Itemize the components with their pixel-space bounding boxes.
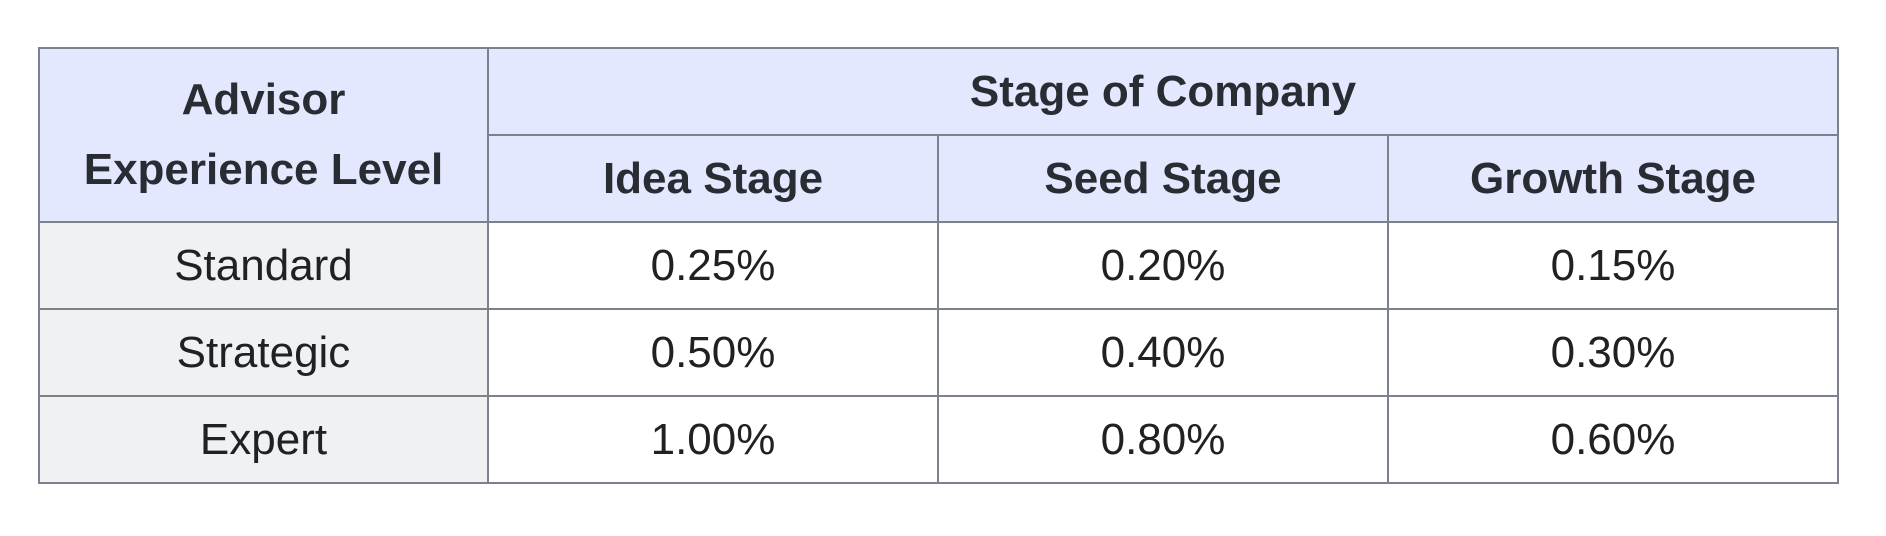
corner-header: Advisor Experience Level [38,47,489,223]
row-header-expert: Expert [38,395,489,484]
table-row: Strategic 0.50% 0.40% 0.30% [38,308,1839,397]
column-header-growth-stage: Growth Stage [1387,134,1839,223]
table-cell: 0.20% [937,221,1389,310]
table-cell: 1.00% [487,395,939,484]
table-cell: 0.40% [937,308,1389,397]
table-row: Expert 1.00% 0.80% 0.60% [38,395,1839,484]
row-header-strategic: Strategic [38,308,489,397]
table-cell: 0.60% [1387,395,1839,484]
row-header-standard: Standard [38,221,489,310]
header-row-1: Advisor Experience Level Stage of Compan… [38,47,1839,223]
table-row: Standard 0.25% 0.20% 0.15% [38,221,1839,310]
header-row-2: Idea Stage Seed Stage Growth Stage [39,134,1839,223]
table-cell: 0.25% [487,221,939,310]
column-header-seed-stage: Seed Stage [937,134,1389,223]
corner-header-line1: Advisor [181,75,346,124]
corner-header-line2: Experience Level [83,145,444,194]
advisor-equity-table: Advisor Experience Level Stage of Compan… [38,47,1839,484]
table-cell: 0.80% [937,395,1389,484]
table-container: Advisor Experience Level Stage of Compan… [38,47,1839,484]
table-cell: 0.30% [1387,308,1839,397]
column-header-idea-stage: Idea Stage [487,134,939,223]
stage-of-company-header: Stage of Company [487,47,1839,136]
table-cell: 0.15% [1387,221,1839,310]
table-cell: 0.50% [487,308,939,397]
